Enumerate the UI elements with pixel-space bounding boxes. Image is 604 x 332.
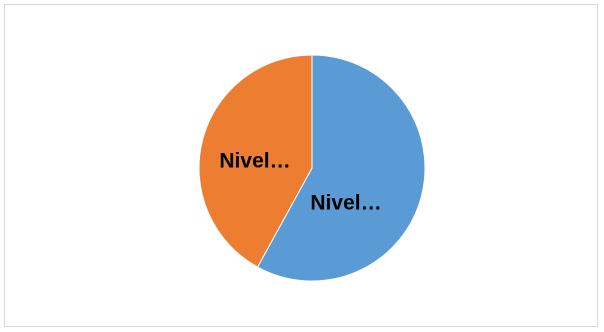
- pie-slice-1-label: Nivel…: [310, 192, 381, 215]
- pie-slice-1: [256, 54, 426, 282]
- pie-slice-2-label: Nivel…: [219, 150, 290, 173]
- pie-slices: [198, 54, 426, 282]
- pie-slice-2: [198, 54, 313, 268]
- pie-labels: Nivel… Nivel…: [219, 150, 381, 215]
